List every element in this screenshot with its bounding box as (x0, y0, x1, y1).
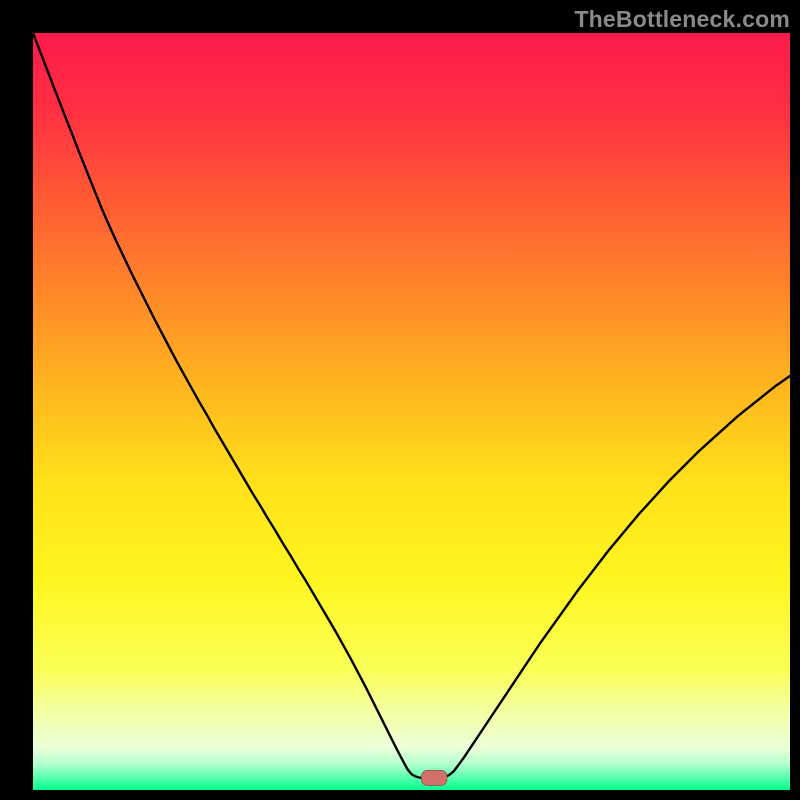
chart-svg (33, 33, 790, 790)
chart-background (33, 33, 790, 790)
plot-area (33, 33, 790, 790)
optimum-marker (421, 770, 447, 785)
watermark-label: TheBottleneck.com (574, 6, 790, 33)
chart-frame: TheBottleneck.com (0, 0, 800, 800)
